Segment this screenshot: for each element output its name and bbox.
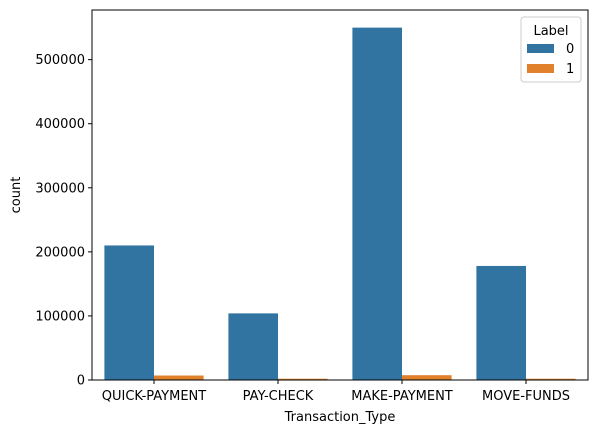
bar-pay-check-label-1 [278, 378, 328, 380]
plot-frame [91, 9, 589, 381]
bar-make-payment-label-1 [402, 375, 452, 380]
y-tick-label: 0 [77, 374, 85, 389]
x-tick-label: PAY-CHECK [243, 389, 314, 404]
bars-group [104, 27, 576, 380]
x-axis: QUICK-PAYMENT PAY-CHECK MAKE-PAYMENT MOVE-F… [102, 380, 570, 404]
legend-swatch-0 [527, 44, 554, 53]
legend-label-0: 0 [566, 42, 574, 57]
y-tick-label: 300000 [35, 181, 85, 196]
x-tick-label: QUICK-PAYMENT [102, 389, 206, 404]
y-tick-label: 400000 [35, 117, 85, 132]
legend-label-1: 1 [566, 62, 574, 77]
bar-quick-payment-label-1 [154, 375, 204, 380]
bar-quick-payment-label-0 [104, 245, 154, 380]
y-axis: 0 100000 200000 300000 400000 500000 [35, 53, 92, 389]
bar-pay-check-label-0 [228, 313, 278, 380]
y-tick-label: 100000 [35, 309, 85, 324]
legend-swatch-1 [527, 64, 554, 73]
legend-title: Label [533, 24, 568, 39]
bar-move-funds-label-0 [476, 265, 526, 380]
x-tick-label: MOVE-FUNDS [482, 389, 570, 404]
x-axis-label: Transaction_Type [284, 410, 396, 425]
legend: Label 0 1 [520, 16, 582, 83]
y-tick-label: 200000 [35, 245, 85, 260]
bar-make-payment-label-0 [352, 27, 402, 380]
bar-move-funds-label-1 [526, 378, 576, 380]
y-tick-label: 500000 [35, 53, 85, 68]
x-tick-label: MAKE-PAYMENT [351, 389, 453, 404]
y-axis-label: count [9, 177, 24, 214]
